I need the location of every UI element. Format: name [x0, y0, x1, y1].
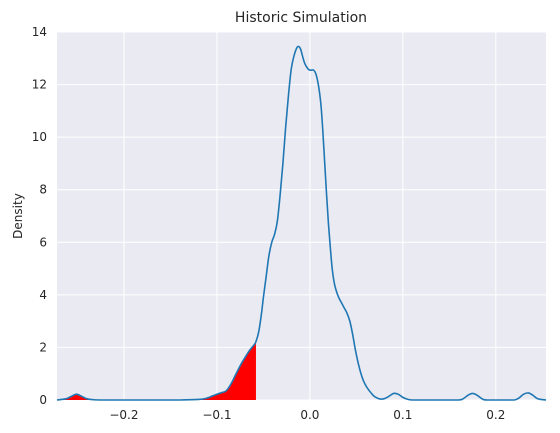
x-tick-label: −0.2	[109, 408, 138, 422]
density-line	[56, 45, 547, 401]
y-tick-label: 8	[39, 183, 47, 197]
y-tick-label: 14	[32, 25, 47, 39]
y-axis-label: Density	[11, 193, 25, 239]
y-tick-label: 4	[39, 288, 47, 302]
y-tick-label: 2	[39, 340, 47, 354]
chart-title: Historic Simulation	[235, 10, 367, 26]
y-tick-label: 10	[32, 130, 47, 144]
y-tick-label: 12	[32, 78, 47, 92]
x-tick-label: −0.1	[202, 408, 231, 422]
x-tick-labels: −0.2 −0.1 0.0 0.1 0.2	[109, 408, 505, 422]
y-tick-label: 6	[39, 235, 47, 249]
tail-fill-area	[57, 341, 256, 400]
y-tick-label: 0	[39, 393, 47, 407]
x-tick-label: 0.2	[486, 408, 505, 422]
x-tick-label: 0.1	[393, 408, 412, 422]
y-tick-labels: 0 2 4 6 8 10 12 14	[32, 25, 47, 407]
grid-lines	[57, 31, 546, 401]
plot-area	[57, 32, 546, 400]
x-tick-label: 0.0	[300, 408, 319, 422]
